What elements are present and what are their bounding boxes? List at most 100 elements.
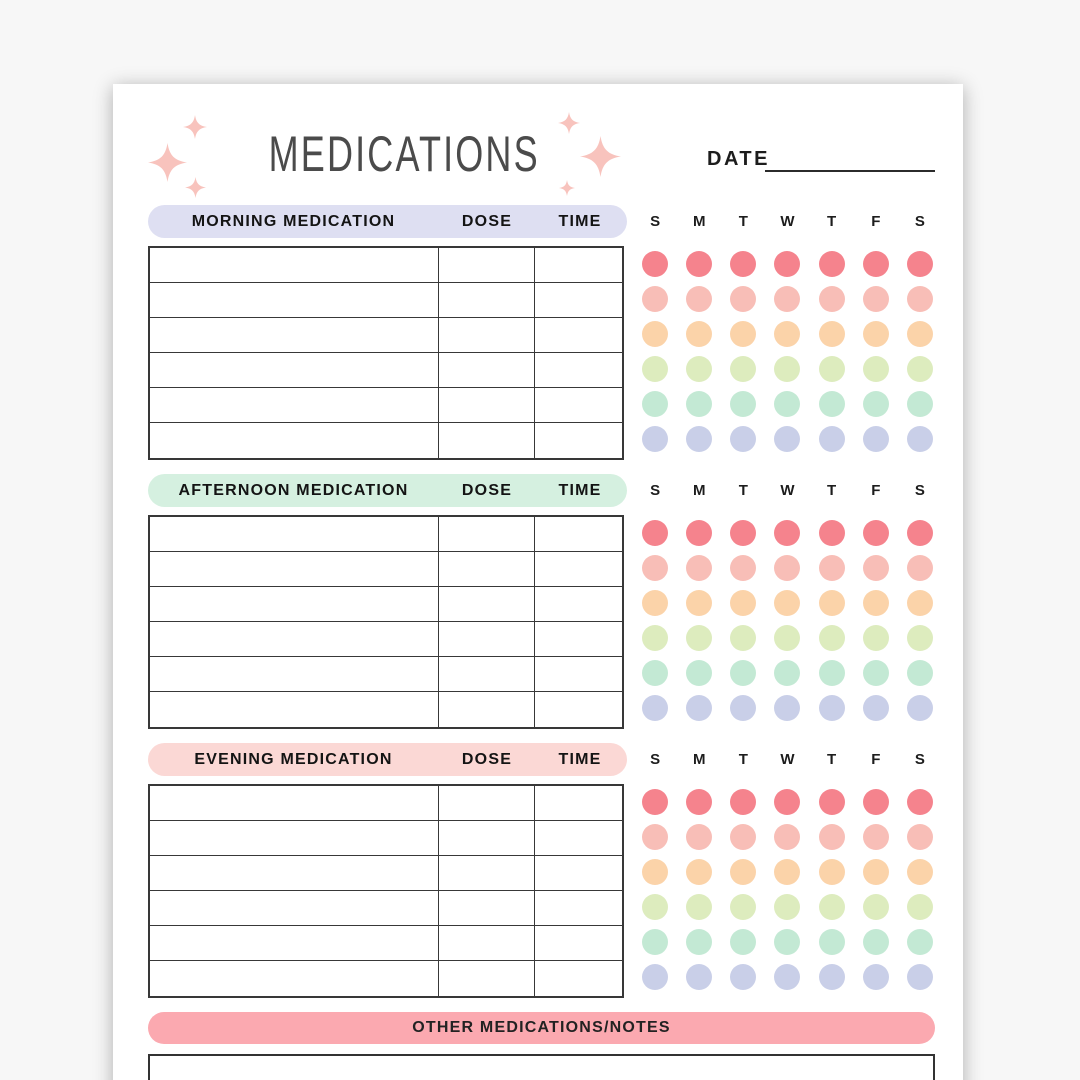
tracker-dot: [774, 928, 801, 955]
table-cell-time: [535, 517, 622, 552]
day-letter: T: [738, 482, 748, 499]
tracker-dot: [774, 823, 801, 850]
tracker-dot: [906, 928, 933, 955]
table-cell-dose: [439, 517, 535, 552]
section-label: MORNING MEDICATION: [191, 213, 396, 230]
time-column-header: TIME: [558, 751, 602, 768]
table-cell-time: [535, 552, 622, 587]
tracker-dot: [862, 589, 889, 616]
tracker-dot: [906, 858, 933, 885]
table-cell-medication: [150, 353, 439, 388]
tracker-dot: [642, 624, 669, 651]
tracker-dot: [686, 390, 713, 417]
tracker-dot: [774, 788, 801, 815]
tracker-dot: [686, 519, 713, 546]
table-cell-medication: [150, 552, 439, 587]
tracker-dot: [862, 285, 889, 312]
tracker-dot: [862, 320, 889, 347]
tracker-dot: [862, 250, 889, 277]
tracker-dot: [906, 320, 933, 347]
date-fill-line: [765, 170, 935, 172]
section-banner-row: EVENING MEDICATION DOSE TIME S M T W T F S: [148, 743, 942, 776]
tracker-dot: [730, 355, 757, 382]
tracker-dot: [906, 425, 933, 452]
tracker-dot: [730, 320, 757, 347]
tracker-dot: [642, 659, 669, 686]
medication-table: [148, 515, 624, 729]
section-label: EVENING MEDICATION: [194, 751, 393, 768]
tracker-dot: [642, 823, 669, 850]
table-cell-dose: [439, 891, 535, 926]
table-cell-time: [535, 961, 622, 996]
day-letter: T: [827, 751, 837, 768]
tracker-dot: [774, 250, 801, 277]
tracker-dot: [642, 425, 669, 452]
sparkle-icon: [185, 177, 206, 198]
table-cell-medication: [150, 248, 439, 283]
tracker-dot: [774, 390, 801, 417]
tracker-dot: [906, 694, 933, 721]
day-letter: S: [650, 213, 661, 230]
tracker-dot-grid: [633, 246, 942, 460]
tracker-dot-grid: [633, 784, 942, 998]
section-banner-row: AFTERNOON MEDICATION DOSE TIME S M T W T F S: [148, 474, 942, 507]
table-cell-time: [535, 891, 622, 926]
time-column-header: TIME: [558, 482, 602, 499]
tracker-dot: [686, 659, 713, 686]
tracker-dot: [686, 554, 713, 581]
table-cell-time: [535, 926, 622, 961]
tracker-dot: [906, 893, 933, 920]
tracker-dot: [686, 823, 713, 850]
tracker-dot: [686, 355, 713, 382]
table-cell-medication: [150, 283, 439, 318]
section-morning: MORNING MEDICATION DOSE TIME S M T W T F S: [148, 205, 942, 460]
table-cell-medication: [150, 622, 439, 657]
tracker-dot: [686, 963, 713, 990]
table-cell-medication: [150, 657, 439, 692]
tracker-dot: [730, 554, 757, 581]
table-cell-time: [535, 423, 622, 458]
table-cell-dose: [439, 283, 535, 318]
tracker-dot: [730, 624, 757, 651]
table-cell-dose: [439, 587, 535, 622]
sparkle-icon: [580, 136, 621, 177]
tracker-dot: [906, 624, 933, 651]
tracker-dot: [642, 355, 669, 382]
tracker-dot: [906, 659, 933, 686]
tracker-dot: [642, 250, 669, 277]
other-medications-banner: OTHER MEDICATIONS/NOTES: [148, 1012, 935, 1044]
table-cell-dose: [439, 552, 535, 587]
day-letter: F: [871, 482, 881, 499]
tracker-dot: [686, 250, 713, 277]
tracker-dot: [774, 425, 801, 452]
table-cell-dose: [439, 926, 535, 961]
section-evening: EVENING MEDICATION DOSE TIME S M T W T F S: [148, 743, 942, 998]
tracker-dot: [730, 788, 757, 815]
tracker-dot: [818, 554, 845, 581]
table-cell-time: [535, 856, 622, 891]
tracker-dot: [642, 285, 669, 312]
tracker-dot: [862, 425, 889, 452]
section-body-row: [148, 784, 942, 998]
tracker-dot: [818, 519, 845, 546]
table-cell-dose: [439, 388, 535, 423]
day-letter: S: [914, 482, 925, 499]
tracker-dot: [818, 928, 845, 955]
tracker-dot: [642, 694, 669, 721]
table-cell-time: [535, 692, 622, 727]
sparkle-icon: [148, 143, 187, 182]
day-letter: M: [692, 751, 706, 768]
tracker-dot: [774, 893, 801, 920]
tracker-dot: [906, 788, 933, 815]
tracker-dot: [818, 963, 845, 990]
tracker-dot: [862, 355, 889, 382]
table-cell-medication: [150, 692, 439, 727]
tracker-dot: [818, 355, 845, 382]
tracker-dot: [862, 554, 889, 581]
tracker-dot: [686, 285, 713, 312]
tracker-dot: [906, 390, 933, 417]
other-medications-label: OTHER MEDICATIONS/NOTES: [412, 1019, 671, 1036]
table-cell-dose: [439, 248, 535, 283]
page-title: MEDICATIONS: [268, 126, 540, 182]
